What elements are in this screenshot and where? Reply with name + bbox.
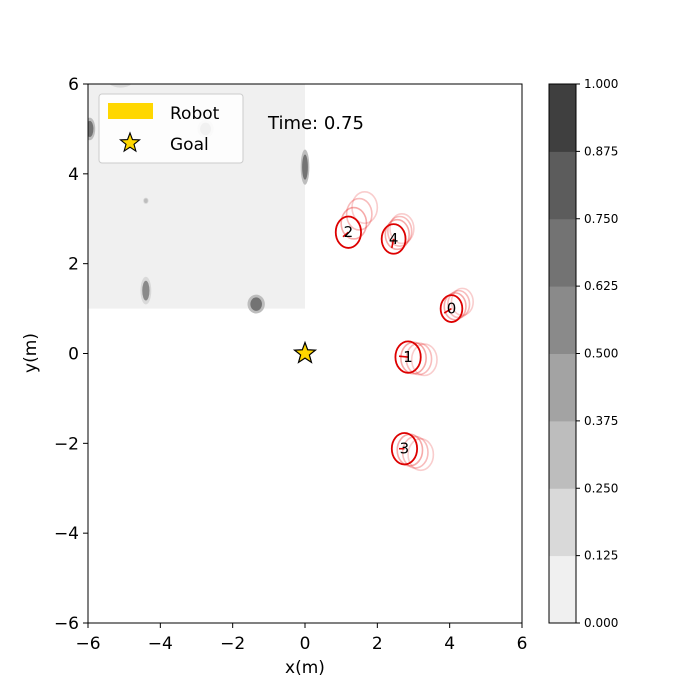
agent-circle xyxy=(439,294,464,323)
legend-goal-star-shape xyxy=(118,131,142,153)
agent-heading-arrow xyxy=(391,238,395,249)
colorbar-tick-label: 0.875 xyxy=(584,144,618,158)
agent-circle xyxy=(334,215,362,249)
colorbar-tick-label: 0.750 xyxy=(584,212,618,226)
agent-trail-circle xyxy=(389,213,415,245)
y-tick-label: 6 xyxy=(68,75,79,95)
legend-robot-label: Robot xyxy=(170,104,220,124)
colorbar-tick-label: 0.500 xyxy=(584,347,618,361)
agent-trail-circle xyxy=(387,215,413,247)
occupancy-blob xyxy=(142,280,150,301)
colorbar-segment xyxy=(549,84,576,152)
y-axis-label: y(m) xyxy=(21,333,41,373)
agent-trail-circle xyxy=(340,206,368,240)
colorbar-segment xyxy=(549,218,576,287)
colorbar-segment xyxy=(549,555,576,624)
agent-heading-arrow xyxy=(342,231,349,238)
agents-layer: 0 1 2 3 4 xyxy=(334,190,474,472)
x-tick-label: 2 xyxy=(372,634,383,654)
y-tick-label: −4 xyxy=(54,524,79,544)
legend: Robot Goal xyxy=(98,93,244,164)
agent-id-label: 2 xyxy=(344,223,354,241)
y-tick-label: 2 xyxy=(68,255,79,275)
x-tick-label: −2 xyxy=(220,634,245,654)
colorbar-segment xyxy=(549,353,576,422)
y-tick-label: −6 xyxy=(54,614,79,634)
colorbar-segment xyxy=(549,420,576,489)
agent-trail-circle xyxy=(443,292,467,321)
agent-trail-circle xyxy=(407,438,435,472)
occupancy-blob xyxy=(88,120,94,137)
colorbar-segment xyxy=(549,286,576,354)
agent-circle xyxy=(394,340,422,374)
colorbar-segment xyxy=(549,151,576,220)
x-axis-ticks: −6 −4 −2 0 2 4 6 xyxy=(75,623,527,654)
agent-heading-arrow xyxy=(443,307,452,314)
occupancy-blob xyxy=(302,154,308,180)
legend-robot-swatch xyxy=(108,103,153,119)
occupancy-blob-outer xyxy=(109,84,132,88)
goal-layer xyxy=(292,340,318,364)
y-axis-ticks: −6 −4 −2 0 2 4 6 xyxy=(54,75,88,634)
agent-circle xyxy=(390,432,419,466)
agent-circle xyxy=(380,223,407,255)
occupancy-blob xyxy=(250,297,262,311)
agent-trail-circle xyxy=(410,343,438,377)
agent-trail-circle xyxy=(345,197,373,231)
agent-trail-circle xyxy=(401,435,429,469)
x-tick-label: 4 xyxy=(444,634,455,654)
agent-id-label: 3 xyxy=(400,440,410,458)
agent-trail-circle xyxy=(450,287,474,317)
occupancy-blob xyxy=(110,66,132,84)
colorbar-tick-label: 0.250 xyxy=(584,481,618,495)
occupancy-blob xyxy=(144,198,148,204)
y-tick-label: −2 xyxy=(54,434,79,454)
time-label: Time: 0.75 xyxy=(267,113,364,134)
colorbar-tick-label: 0.125 xyxy=(584,549,618,563)
agent-trail-circle xyxy=(384,218,410,251)
x-tick-label: −4 xyxy=(148,634,173,654)
legend-goal-star-icon xyxy=(118,131,142,153)
x-axis-label: x(m) xyxy=(285,658,325,678)
colorbar-tick-label: 0.375 xyxy=(584,414,618,428)
agent-id-label: 1 xyxy=(403,348,413,366)
colorbar-tick-label: 1.000 xyxy=(584,77,618,91)
colorbar-tick-label: 0.625 xyxy=(584,279,618,293)
colorbar-segment xyxy=(549,488,576,557)
y-tick-label: 4 xyxy=(68,165,79,185)
y-tick-label: 0 xyxy=(68,345,79,365)
agent-id-label: 0 xyxy=(447,300,457,318)
x-tick-label: −6 xyxy=(75,634,100,654)
agent-heading-arrow xyxy=(398,355,409,358)
goal-star-icon xyxy=(292,340,318,364)
colorbar-tick-label: 0.000 xyxy=(584,616,618,630)
legend-goal-label: Goal xyxy=(170,135,209,155)
x-tick-label: 0 xyxy=(300,634,311,654)
agent-trail-circle xyxy=(405,342,433,376)
x-tick-label: 6 xyxy=(517,634,528,654)
colorbar: 0.000 0.125 0.250 0.375 0.500 0.625 0.750 0.875… xyxy=(548,77,618,630)
agent-trail-circle xyxy=(351,190,379,225)
agent-id-label: 4 xyxy=(389,230,399,248)
